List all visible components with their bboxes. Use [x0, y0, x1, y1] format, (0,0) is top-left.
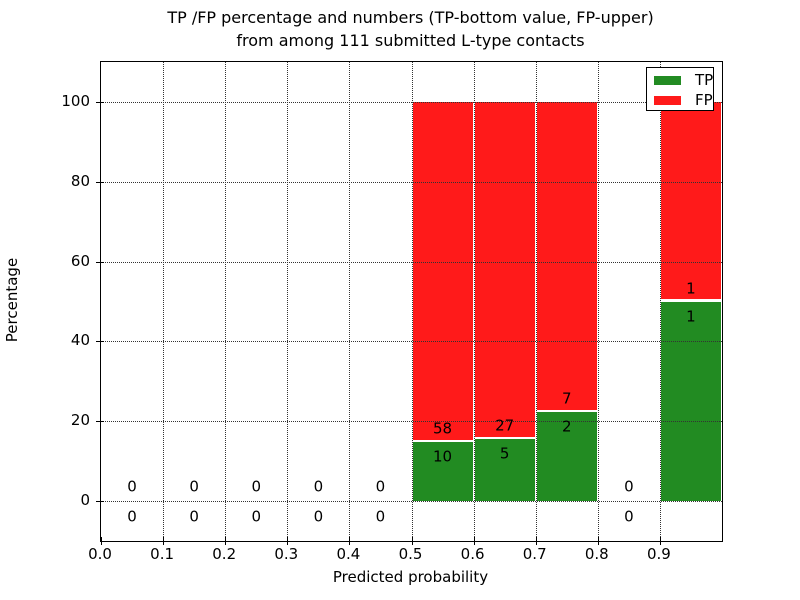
y-tick-label: 20	[70, 411, 90, 430]
y-tick-label: 60	[70, 251, 90, 270]
x-tick-mark	[535, 537, 537, 545]
fp-count-label: 0	[375, 477, 386, 496]
chart-title-line1: TP /FP percentage and numbers (TP-bottom…	[167, 8, 654, 27]
x-tick-label: 0.6	[460, 545, 485, 563]
gridline-vertical	[349, 62, 351, 541]
legend-label-fp: FP	[695, 91, 713, 109]
bar-segment-tp	[659, 301, 722, 502]
x-tick-mark	[225, 537, 227, 545]
tp-count-label: 5	[499, 444, 510, 463]
chart-title-line2: from among 111 submitted L-type contacts	[236, 31, 585, 50]
x-tick-mark	[411, 537, 413, 545]
tp-count-label: 0	[624, 507, 634, 526]
x-tick-label: 0.2	[212, 545, 237, 563]
plot-area: 0 0 0 0 0 0 0 0 0 0 58 10 27 5 7 2 0 0 1 1	[96, 61, 723, 545]
gridline-vertical	[163, 62, 165, 541]
gridline-vertical	[287, 62, 289, 541]
fp-count-label: 0	[624, 477, 634, 496]
bar-segment-tp	[473, 438, 536, 502]
gridline-vertical	[225, 62, 227, 541]
y-tick-mark	[96, 181, 104, 183]
fp-count-label: 1	[686, 279, 696, 297]
y-tick-mark	[96, 501, 104, 503]
x-tick-label: 0.1	[150, 545, 175, 563]
fp-count-label: 0	[313, 477, 324, 496]
tp-count-label: 1	[686, 307, 696, 325]
gridline-vertical	[411, 62, 413, 541]
tp-count-label: 0	[127, 507, 137, 526]
x-tick-mark	[163, 537, 165, 545]
tp-count-label: 10	[433, 447, 453, 466]
gridline-vertical	[659, 62, 661, 541]
y-tick-mark	[96, 261, 104, 263]
x-tick-label: 0.7	[522, 545, 547, 563]
y-tick-mark	[96, 341, 104, 343]
x-tick-mark	[659, 537, 661, 545]
tp-count-label: 0	[189, 507, 199, 526]
bar-segment-fp	[473, 101, 536, 439]
gridline-vertical	[597, 62, 599, 541]
x-tick-mark	[473, 537, 475, 545]
x-tick-label: 0.9	[646, 545, 671, 563]
x-tick-label: 0.4	[336, 545, 361, 563]
x-axis-label: Predicted probability	[332, 568, 489, 586]
fp-swatch	[654, 96, 681, 105]
tp-count-label: 0	[251, 507, 262, 526]
x-tick-label: 0.3	[274, 545, 299, 563]
y-tick-label: 0	[80, 491, 90, 510]
tp-swatch	[654, 76, 681, 85]
y-tick-mark	[96, 101, 104, 103]
bar-segment-fp	[659, 101, 722, 302]
gridline-vertical	[473, 62, 475, 541]
y-axis-label: Percentage	[3, 257, 21, 343]
fp-count-label: 27	[495, 416, 515, 435]
fp-count-label: 0	[189, 477, 199, 496]
x-tick-label: 0.0	[88, 545, 112, 563]
y-tick-label: 80	[70, 171, 90, 190]
x-tick-mark	[287, 537, 289, 545]
y-tick-mark	[96, 421, 104, 423]
x-tick-label: 0.8	[584, 545, 609, 563]
tp-count-label: 2	[561, 417, 572, 436]
legend-box: TP FP	[646, 67, 714, 111]
legend-label-tp: TP	[695, 71, 714, 89]
x-tick-mark	[597, 537, 599, 545]
tp-count-label: 0	[313, 507, 324, 526]
x-tick-label: 0.5	[398, 545, 423, 563]
fp-count-label: 0	[251, 477, 262, 496]
tp-count-label: 0	[375, 507, 386, 526]
bar-segment-tp	[535, 412, 598, 502]
y-tick-label: 100	[61, 91, 90, 110]
gridline-vertical	[535, 62, 537, 541]
x-tick-mark	[349, 537, 351, 545]
chart-title: TP /FP percentage and numbers (TP-bottom…	[100, 6, 721, 52]
bar-segment-fp	[535, 101, 598, 413]
fp-count-label: 0	[127, 477, 137, 496]
fp-count-label: 7	[561, 389, 572, 408]
y-tick-label: 40	[70, 331, 90, 350]
bar-segment-fp	[411, 101, 474, 443]
bar-segment-tp	[411, 442, 474, 502]
fp-count-label: 58	[433, 419, 453, 438]
x-tick-mark	[101, 537, 102, 545]
